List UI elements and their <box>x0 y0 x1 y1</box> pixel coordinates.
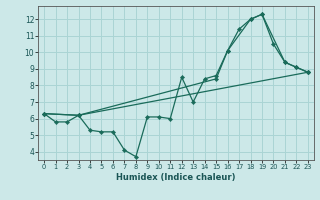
X-axis label: Humidex (Indice chaleur): Humidex (Indice chaleur) <box>116 173 236 182</box>
